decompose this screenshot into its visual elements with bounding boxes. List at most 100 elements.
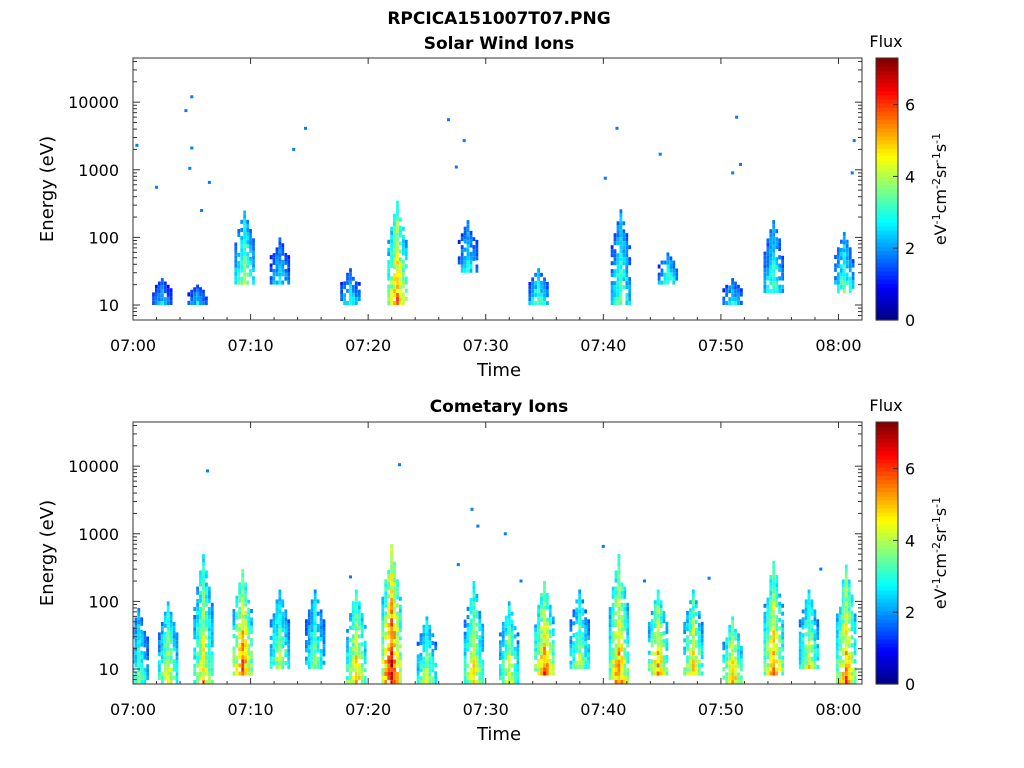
flux-cell — [650, 639, 654, 644]
flux-cell — [146, 676, 149, 681]
flux-cell — [731, 297, 734, 302]
flux-cell — [619, 233, 623, 238]
flux-cell — [399, 612, 402, 617]
flux-cell — [246, 219, 249, 224]
flux-cell — [205, 615, 208, 620]
flux-cell — [478, 647, 482, 652]
flux-cell — [504, 647, 508, 652]
flux-cell — [775, 289, 779, 294]
flux-cell — [619, 273, 623, 278]
flux-cell — [396, 587, 399, 592]
flux-cell — [143, 651, 147, 656]
flux-cell — [620, 643, 624, 648]
flux-cell — [272, 633, 276, 638]
flux-cell — [234, 263, 238, 268]
flux-cell — [626, 623, 630, 628]
flux-cell — [472, 597, 476, 602]
flux-cell — [731, 648, 734, 653]
flux-cell — [801, 609, 805, 614]
flux-cell — [316, 636, 320, 641]
flux-cell — [390, 675, 393, 680]
flux-cell — [428, 656, 432, 661]
flux-cell — [399, 660, 402, 665]
flux-cell — [839, 647, 842, 652]
flux-cell — [662, 631, 666, 636]
flux-cell — [769, 615, 773, 620]
flux-cell — [246, 240, 249, 245]
flux-cell — [396, 204, 399, 209]
flux-cell — [620, 647, 624, 652]
flux-cell — [608, 610, 612, 615]
flux-cell — [160, 293, 164, 298]
flux-cell — [210, 602, 214, 607]
flux-burst — [193, 554, 214, 684]
flux-cell — [481, 680, 485, 684]
flux-cell — [481, 627, 485, 632]
flux-cell — [399, 273, 402, 278]
flux-cell — [346, 301, 349, 305]
flux-cell — [737, 648, 740, 653]
flux-cell — [160, 285, 164, 290]
flux-cell — [611, 635, 615, 640]
flux-cell — [725, 301, 729, 305]
flux-cell — [202, 582, 205, 587]
flux-cell — [428, 632, 432, 637]
flux-cell — [763, 627, 767, 632]
flux-cell — [431, 680, 435, 684]
flux-cell — [199, 643, 202, 648]
flux-cell — [834, 280, 837, 285]
flux-cell — [841, 671, 845, 676]
flux-cell — [841, 676, 845, 680]
colorbar-title: Flux — [869, 396, 902, 415]
flux-cell — [390, 589, 393, 594]
flux-cell — [697, 623, 701, 628]
flux-cell — [611, 639, 615, 644]
flux-burst — [836, 564, 857, 684]
flux-cell — [193, 655, 197, 660]
flux-cell — [275, 255, 279, 260]
flux-cell — [241, 614, 245, 619]
colorbar-swatch — [876, 454, 898, 460]
flux-cell — [463, 639, 467, 644]
flux-burst — [305, 589, 326, 669]
flux-cell — [208, 651, 211, 656]
flux-cell — [396, 655, 399, 660]
flux-cell — [617, 663, 621, 668]
flux-cell — [663, 280, 667, 285]
flux-cell — [625, 233, 629, 238]
flux-cell — [352, 605, 355, 610]
flux-cell — [137, 611, 141, 616]
flux-cell — [390, 655, 393, 660]
flux-cell — [208, 627, 211, 632]
flux-cell — [354, 281, 358, 286]
flux-cell — [692, 593, 695, 598]
flux-cell — [769, 253, 773, 258]
flux-cell — [431, 641, 435, 645]
flux-cell — [847, 667, 851, 672]
flux-cell — [205, 602, 208, 607]
flux-cell — [844, 568, 848, 573]
flux-cell — [281, 280, 285, 285]
flux-cell — [250, 658, 253, 664]
flux-cell — [628, 261, 632, 266]
flux-cell — [275, 664, 279, 669]
flux-cell — [772, 285, 776, 290]
colorbar-swatch — [876, 152, 898, 157]
colorbar-swatch — [876, 467, 898, 472]
flux-cell — [402, 267, 405, 272]
flux-cell — [399, 257, 402, 262]
flux-cell — [463, 226, 467, 231]
flux-cell — [740, 679, 743, 684]
flux-cell — [241, 671, 245, 676]
flux-cell — [431, 633, 435, 638]
flux-cell — [384, 631, 388, 636]
flux-cell — [234, 255, 238, 260]
colorbar-swatch — [876, 499, 898, 505]
flux-cell — [619, 281, 623, 286]
flux-cell — [763, 659, 767, 664]
flux-cell — [354, 667, 358, 672]
flux-cell — [208, 667, 211, 672]
flux-cell — [613, 237, 617, 242]
flux-cell — [551, 616, 555, 621]
flux-cell — [653, 608, 657, 613]
